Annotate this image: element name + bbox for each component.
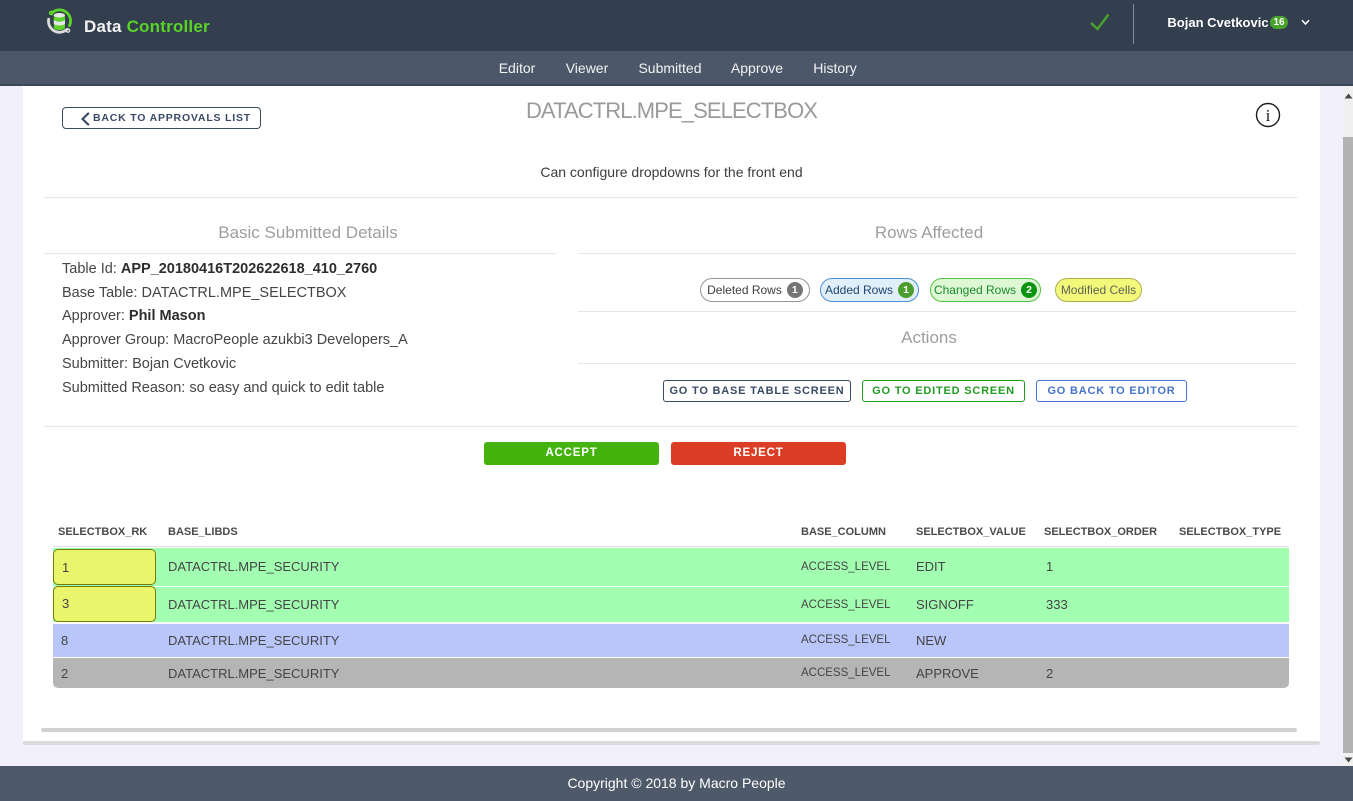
svg-text:i: i xyxy=(1266,106,1271,125)
